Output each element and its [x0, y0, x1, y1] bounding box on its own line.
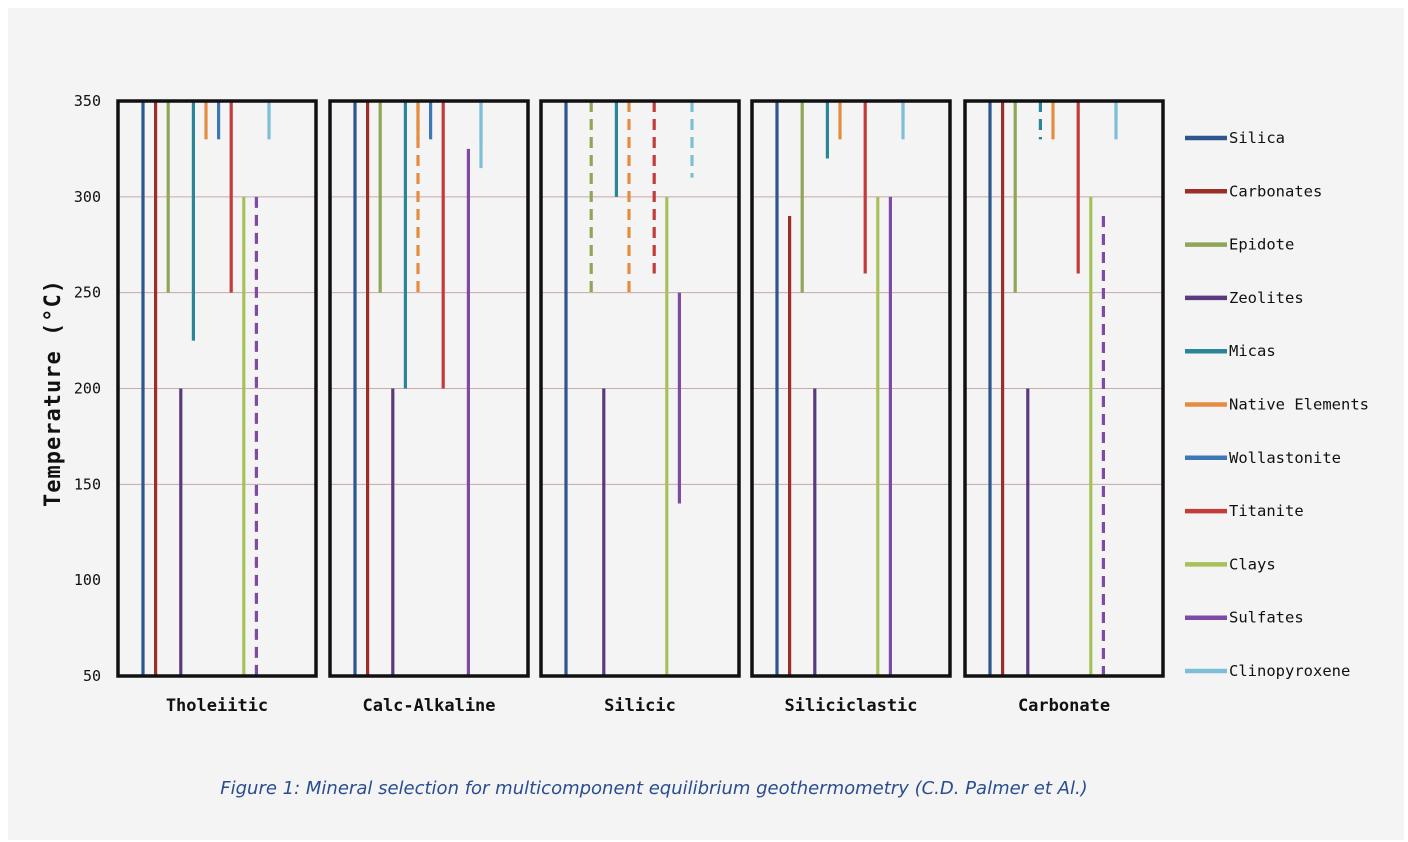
legend-item: Carbonates [1185, 182, 1322, 200]
y-tick-label: 50 [83, 667, 101, 685]
panel-tholeiitic: Tholeiitic [116, 99, 318, 716]
y-tick-label: 150 [74, 475, 101, 493]
legend-label: Titanite [1229, 502, 1304, 520]
figure-caption: Figure 1: Mineral selection for multicom… [220, 778, 1088, 799]
legend-item: Native Elements [1185, 396, 1369, 414]
legend-label: Silica [1229, 129, 1285, 147]
legend-item: Titanite [1185, 502, 1304, 520]
panel-frame [539, 99, 741, 678]
panel-frame [963, 99, 1165, 678]
legend-item: Clays [1185, 555, 1276, 573]
panel-frame [328, 99, 530, 678]
panel-siliciclastic: Siliciclastic [750, 99, 952, 716]
panel-frame [750, 99, 952, 678]
panel-silicic: Silicic [539, 99, 741, 716]
panel-calc-alkaline: Calc-Alkaline [328, 99, 530, 716]
y-tick-label: 200 [74, 380, 101, 398]
legend-item: Wollastonite [1185, 449, 1341, 467]
y-tick-label: 100 [74, 571, 101, 589]
chart: Tholeiitic Calc-Alkaline Silicic Siliciclas… [41, 92, 1369, 716]
category-label: Silicic [604, 696, 676, 716]
legend-item: Sulfates [1185, 609, 1304, 627]
legend-label: Sulfates [1229, 609, 1304, 627]
category-label: Siliciclastic [784, 696, 917, 716]
legend-item: Micas [1185, 342, 1276, 360]
panel-frame [116, 99, 318, 678]
panel-carbonate: Carbonate [963, 99, 1165, 716]
y-tick-label: 350 [74, 92, 101, 110]
category-label: Tholeiitic [166, 696, 268, 716]
y-tick-label: 250 [74, 284, 101, 302]
legend-label: Zeolites [1229, 289, 1304, 307]
legend-label: Clinopyroxene [1229, 662, 1350, 680]
y-tick-label: 300 [74, 188, 101, 206]
y-axis-label: Temperature (°C) [41, 279, 66, 507]
legend-item: Silica [1185, 129, 1285, 147]
legend-label: Native Elements [1229, 396, 1369, 414]
legend-label: Micas [1229, 342, 1276, 360]
legend-item: Clinopyroxene [1185, 662, 1350, 680]
legend-label: Carbonates [1229, 182, 1322, 200]
legend-label: Clays [1229, 555, 1276, 573]
legend-item: Zeolites [1185, 289, 1304, 307]
figure-panel: Tholeiitic Calc-Alkaline Silicic Siliciclas… [8, 8, 1404, 840]
category-label: Carbonate [1018, 696, 1110, 716]
legend-label: Wollastonite [1229, 449, 1341, 467]
category-label: Calc-Alkaline [362, 696, 495, 716]
legend-label: Epidote [1229, 236, 1294, 254]
legend-item: Epidote [1185, 236, 1294, 254]
